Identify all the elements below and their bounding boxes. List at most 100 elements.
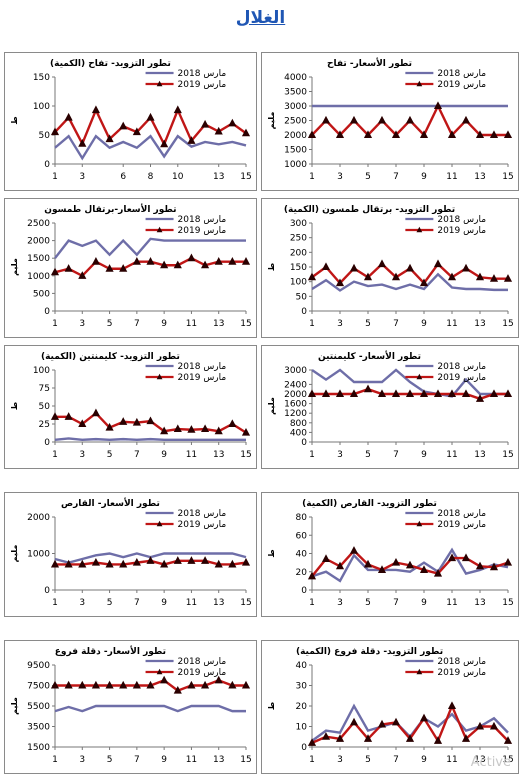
series-point-2019 — [349, 115, 359, 124]
legend-label: مارس 2019 — [178, 373, 227, 383]
series-point-2019 — [475, 272, 485, 281]
y-tick-label: 0 — [44, 160, 50, 170]
series-point-2019 — [363, 559, 373, 568]
series-point-2019 — [64, 264, 73, 272]
series-point-2019 — [187, 680, 196, 689]
y-axis-label: ط — [267, 702, 276, 710]
series-point-2019 — [105, 680, 114, 689]
y-tick-label: 9500 — [27, 661, 50, 671]
series-point-2019 — [391, 272, 401, 281]
series-point-2019 — [50, 127, 60, 136]
legend-marker — [416, 226, 423, 233]
x-tick-label: 15 — [240, 319, 251, 329]
y-tick-label: 3500 — [27, 723, 50, 733]
x-tick-label: 13 — [213, 755, 224, 765]
x-tick-label: 15 — [240, 450, 251, 460]
series-point-2019 — [105, 422, 114, 431]
y-tick-label: 1500 — [27, 743, 50, 753]
series-point-2019 — [405, 389, 415, 398]
y-tick-label: 20 — [296, 568, 308, 578]
x-tick-label: 1 — [309, 172, 315, 182]
y-tick-label: 1200 — [284, 409, 307, 419]
series-point-2019 — [503, 736, 513, 744]
series-point-2019 — [173, 260, 182, 269]
x-tick-label: 6 — [120, 172, 126, 182]
series-point-2019 — [132, 557, 141, 566]
x-tick-label: 3 — [79, 598, 85, 608]
series-point-2019 — [391, 130, 401, 139]
series-point-2019 — [241, 128, 251, 137]
series-point-2019 — [201, 119, 210, 128]
series-point-2019 — [433, 389, 443, 398]
legend-label: مارس 2018 — [178, 362, 227, 372]
x-tick-label: 1 — [52, 755, 58, 765]
x-tick-label: 9 — [161, 319, 167, 329]
y-tick-label: 400 — [290, 428, 307, 438]
series-point-2019 — [78, 559, 87, 568]
legend-marker — [416, 668, 423, 675]
x-tick-label: 13 — [474, 450, 485, 460]
y-axis-label: مليم — [267, 112, 276, 130]
x-tick-label: 15 — [502, 450, 513, 460]
x-tick-label: 1 — [52, 450, 58, 460]
y-tick-label: 30 — [296, 682, 308, 692]
series-point-2019 — [119, 417, 128, 425]
series-point-2019 — [447, 389, 457, 398]
chart-apple-price: تطور الأسعار- تفاح مليم 1000 1500 2000 2500 30… — [261, 52, 519, 191]
x-tick-label: 7 — [393, 598, 399, 608]
y-tick-label: 7500 — [27, 682, 50, 692]
x-tick-label: 15 — [502, 755, 513, 765]
legend-label: مارس 2019 — [178, 668, 227, 678]
chart-svg: تطور الأسعار- تفاح مليم 1000 1500 2000 2500 30… — [267, 57, 514, 182]
y-tick-label: 100 — [33, 102, 50, 112]
series-point-2019 — [321, 554, 331, 562]
legend-marker — [156, 520, 163, 527]
y-axis-label: ط — [267, 549, 276, 557]
series-point-2019 — [64, 112, 73, 121]
y-tick-label: 60 — [296, 531, 308, 541]
legend-marker — [156, 668, 163, 675]
y-axis-label: مليم — [10, 258, 19, 276]
legend-label: مارس 2018 — [178, 509, 227, 519]
series-point-2019 — [228, 680, 237, 689]
series-point-2019 — [321, 389, 331, 398]
y-tick-label: 75 — [39, 384, 50, 394]
series-point-2019 — [335, 734, 345, 742]
x-tick-label: 9 — [421, 598, 427, 608]
y-tick-label: 40 — [296, 661, 308, 671]
legend-label: مارس 2019 — [178, 520, 227, 530]
x-tick-label: 7 — [134, 598, 140, 608]
y-tick-label: 1500 — [27, 254, 50, 264]
series-point-2019 — [489, 130, 499, 139]
x-tick-label: 3 — [337, 755, 343, 765]
legend-marker — [156, 226, 163, 233]
series-point-2019 — [105, 264, 114, 272]
legend-marker — [416, 520, 423, 527]
series-point-2019 — [335, 561, 345, 570]
y-tick-label: 2000 — [27, 237, 50, 247]
series-point-2019 — [447, 272, 457, 281]
series-line-2018 — [311, 272, 508, 292]
y-tick-label: 2500 — [284, 117, 307, 127]
legend-label: مارس 2019 — [437, 373, 486, 383]
series-point-2019 — [461, 553, 471, 562]
chart-orange-price: تطور الأسعار-برتقال طمسون مليم 0 500 1000 150… — [4, 198, 257, 338]
y-axis-label: ط — [10, 116, 19, 124]
series-point-2019 — [201, 424, 210, 433]
series-point-2019 — [160, 675, 169, 684]
x-tick-label: 13 — [474, 319, 485, 329]
series-point-2019 — [146, 680, 155, 689]
x-tick-label: 9 — [421, 450, 427, 460]
x-tick-label: 10 — [172, 172, 184, 182]
series-point-2019 — [132, 127, 141, 136]
series-point-2019 — [489, 274, 499, 282]
x-tick-label: 3 — [337, 172, 343, 182]
series-point-2019 — [433, 101, 443, 110]
chart-pear-supply: تطور التزويد- القارص (الكمية) ط 0 20 40 60 80 1… — [261, 492, 519, 617]
chart-title: تطور التزويد- دقلة فروع (الكمية) — [296, 647, 443, 657]
series-point-2019 — [160, 139, 169, 148]
series-point-2019 — [160, 260, 169, 269]
series-point-2019 — [228, 257, 237, 265]
series-point-2019 — [173, 556, 182, 564]
series-point-2019 — [119, 559, 128, 568]
